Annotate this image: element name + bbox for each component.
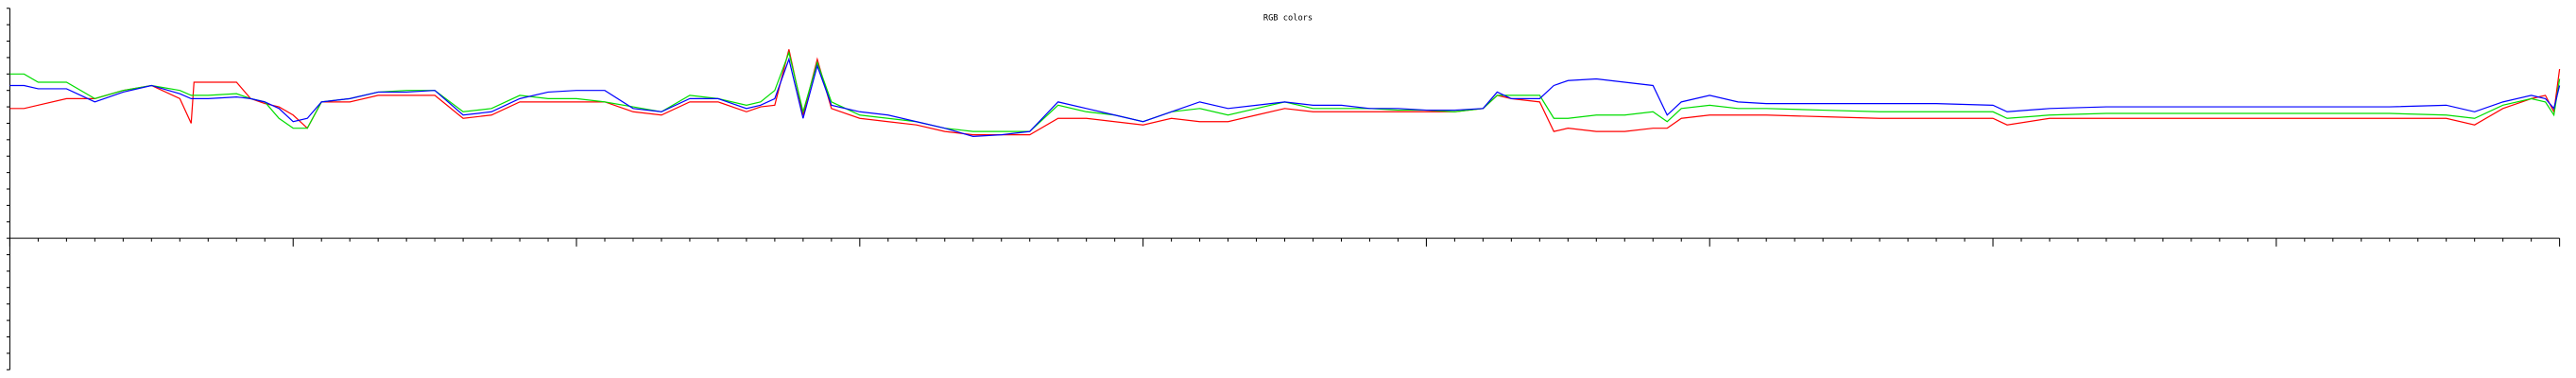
series-line: [9, 49, 2561, 136]
chart-title: RGB colors: [1263, 14, 1313, 24]
series-line: [9, 57, 2561, 137]
series-line: [9, 50, 2561, 132]
